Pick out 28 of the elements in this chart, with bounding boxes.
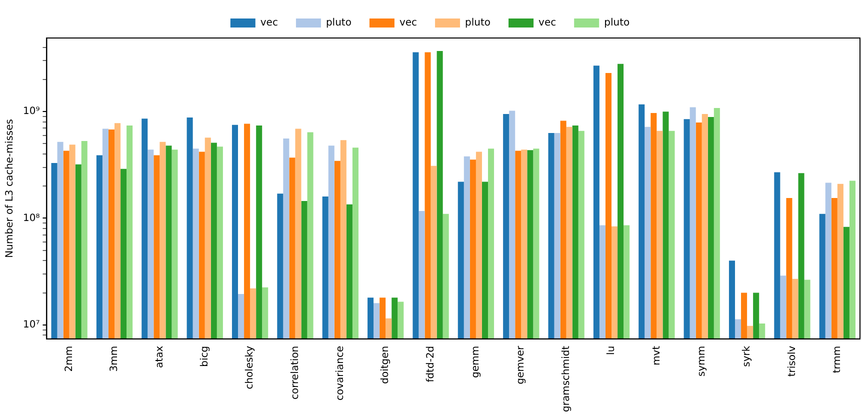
x-tick-label: trmm: [832, 346, 844, 374]
x-tick-label: gemver: [516, 344, 527, 384]
x-tick-label: lu: [606, 346, 618, 355]
y-axis-title: Number of L3 cache-misses: [4, 119, 16, 258]
x-tick-label: mvt: [651, 346, 662, 366]
x-tick-label: gramschmidt: [560, 346, 572, 412]
x-tick-label: fdtd-2d: [425, 346, 436, 382]
x-tick-label: syrk: [742, 346, 753, 367]
x-tick-label: cholesky: [244, 346, 256, 390]
x-tick-label: 3mm: [109, 346, 120, 372]
y-tick-label: 10⁷: [23, 319, 40, 330]
legend-label: vec: [399, 18, 418, 29]
y-tick-label: 10⁸: [23, 212, 40, 224]
legend-label: vec: [260, 18, 278, 29]
x-tick-label: atax: [154, 346, 166, 368]
x-tick-label: doitgen: [380, 346, 392, 384]
legend-label: pluto: [604, 18, 630, 29]
legend-label: vec: [538, 18, 556, 29]
legend-label: pluto: [465, 18, 491, 29]
legend-label: pluto: [326, 18, 352, 29]
y-tick-label: 10⁹: [23, 106, 40, 118]
x-tick-label: symm: [696, 346, 708, 376]
x-tick-label: covariance: [335, 346, 346, 401]
x-tick-label: gemm: [470, 346, 482, 378]
x-tick-label: 2mm: [64, 346, 75, 372]
x-tick-label: trisolv: [786, 346, 798, 377]
x-tick-label: bicg: [199, 346, 210, 367]
x-tick-label: correlation: [290, 346, 301, 400]
